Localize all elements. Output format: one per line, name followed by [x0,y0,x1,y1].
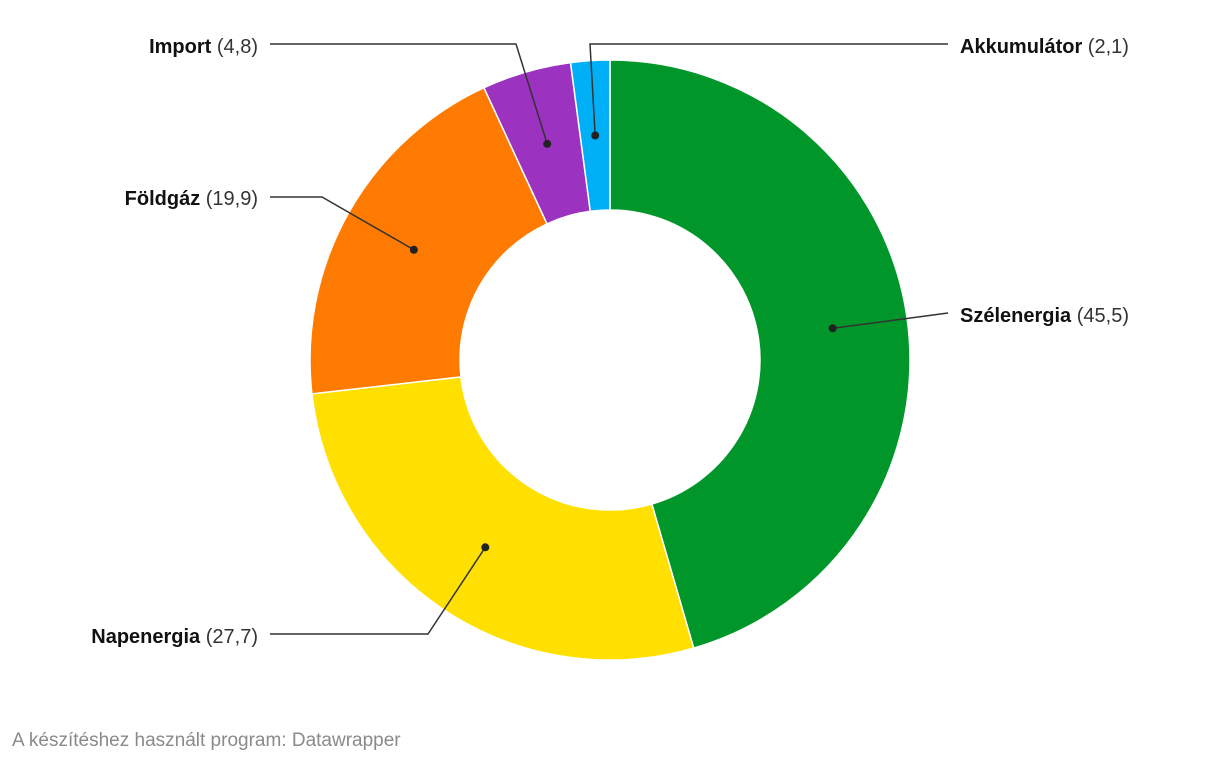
label-szelenergia: Szélenergia (45,5) [960,305,1129,327]
label-napenergia: Napenergia (27,7) [91,626,258,648]
label-value: (19,9) [200,188,258,210]
footer-credit: A készítéshez használt program: Datawrap… [12,730,401,751]
label-akkumulator: Akkumulátor (2,1) [960,36,1129,58]
leader-line-akkumulator [589,43,948,136]
slice-foldgaz [309,86,548,395]
leader-line-foldgaz [270,196,415,251]
leader-dot-import [543,139,552,148]
slice-szelenergia [609,59,911,650]
label-value: (45,5) [1071,305,1129,327]
leader-line-import [270,43,548,145]
leader-dot-szelenergia [828,324,837,333]
label-name: Import [149,36,212,58]
leader-dot-akkumulator [591,131,600,140]
slice-akkumulator [569,59,611,213]
leader-dot-foldgaz [409,245,418,254]
label-import: Import (4,8) [149,36,258,58]
leader-dot-napenergia [481,543,490,552]
label-value: (4,8) [211,36,258,58]
label-name: Akkumulátor [960,36,1082,58]
label-value: (2,1) [1082,36,1129,58]
slice-napenergia [311,376,695,661]
slices-group [309,59,911,661]
leader-line-napenergia [270,546,486,635]
leader-line-szelenergia [832,312,949,330]
labels-group: Szélenergia (45,5) Napenergia (27,7) Földg… [91,36,1129,648]
label-value: (27,7) [200,626,258,648]
leader-lines-group [270,43,949,635]
label-foldgaz: Földgáz (19,9) [125,188,258,210]
label-name: Szélenergia [960,305,1072,327]
label-name: Földgáz [125,188,201,210]
label-name: Napenergia [91,626,201,648]
